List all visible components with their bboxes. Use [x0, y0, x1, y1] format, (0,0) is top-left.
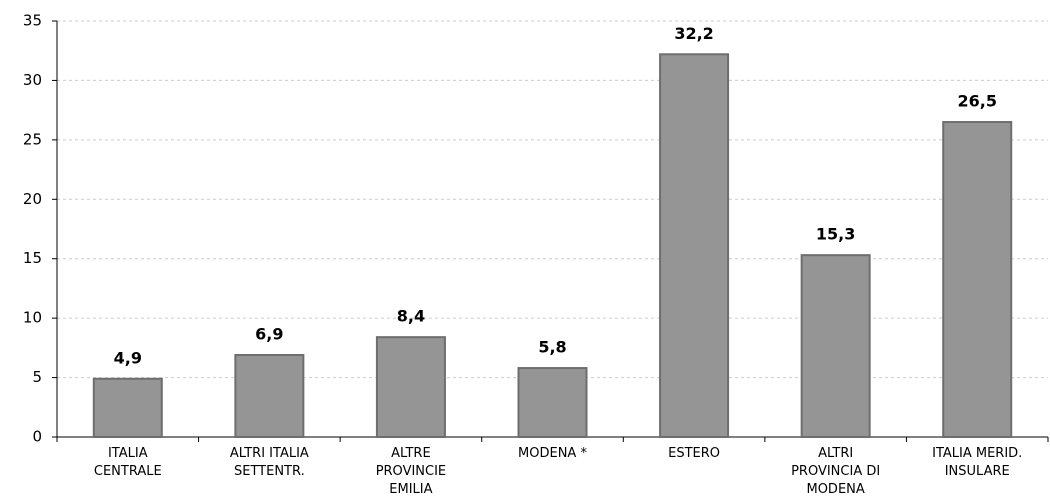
y-tick-label: 5	[32, 368, 42, 386]
value-label: 15,3	[816, 225, 855, 244]
bar	[375, 336, 446, 438]
value-label: 8,4	[397, 307, 425, 326]
x-tick-label: ALTRI ITALIA SETTENTR.	[230, 446, 309, 479]
y-tick-label: 35	[23, 12, 42, 30]
x-tick-label: MODENA *	[518, 446, 587, 461]
value-label: 5,8	[538, 338, 566, 357]
x-tick-label: ITALIA MERID. INSULARE	[932, 446, 1022, 479]
value-label: 26,5	[957, 92, 996, 111]
y-tick-label: 10	[23, 309, 42, 327]
x-tick-label: ALTRE PROVINCIE EMILIA	[376, 446, 446, 497]
y-tick-label: 0	[32, 428, 42, 446]
y-tick-label: 20	[23, 190, 42, 208]
y-tick-label: 30	[23, 71, 42, 89]
bar	[800, 254, 871, 438]
y-tick-label: 15	[23, 249, 42, 267]
x-tick-label: ITALIA CENTRALE	[94, 446, 162, 479]
bar	[234, 353, 305, 439]
x-tick-label: ALTRI PROVINCIA DI MODENA	[791, 446, 880, 497]
bar	[942, 121, 1013, 439]
bar	[92, 377, 163, 439]
y-tick-label: 25	[23, 130, 42, 148]
value-label: 6,9	[255, 324, 283, 343]
value-label: 32,2	[674, 24, 713, 43]
x-tick-label: ESTERO	[668, 446, 720, 461]
bar	[517, 367, 588, 439]
bar	[659, 53, 730, 438]
value-label: 4,9	[114, 348, 142, 367]
